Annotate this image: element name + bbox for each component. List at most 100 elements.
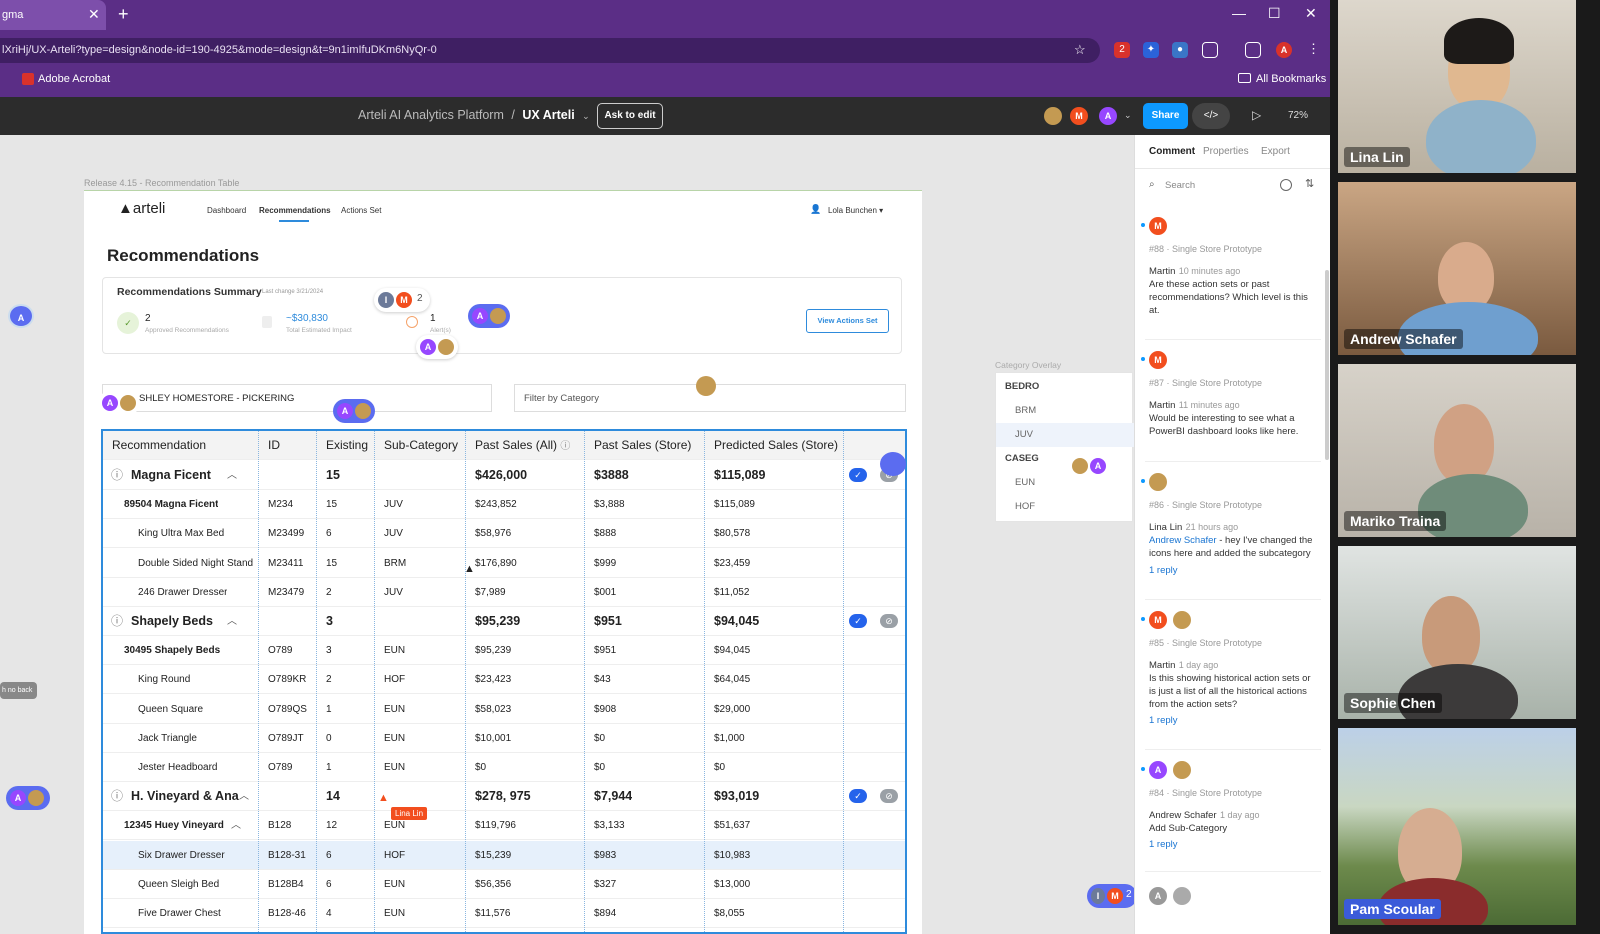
close-tab-icon[interactable]: ✕ [88,6,100,22]
chevron-up-icon[interactable]: ︿ [239,791,249,803]
extension-puzzle-icon[interactable]: ✦ [1143,42,1159,58]
header-past-sales-all[interactable]: Past Sales (All) ⓘ [475,438,571,452]
approve-toggle-icon[interactable]: ✓ [849,614,867,628]
all-bookmarks[interactable]: All Bookmarks [1256,73,1327,85]
comment-mention[interactable]: Andrew Schafer [1149,535,1217,546]
table-row[interactable]: 246 Drawer Dresser M23479 2 JUV $7,989 $001 $1… [103,578,905,607]
present-play-icon[interactable]: ▷ [1252,108,1262,122]
dev-mode-toggle[interactable]: </> [1192,103,1230,129]
video-tile-4[interactable]: Sophie Chen [1338,546,1576,719]
table-row[interactable]: Jack Triangle O789JT 0 EUN $10,001 $0 $1,000 [103,724,905,753]
header-sub-category[interactable]: Sub-Category [384,438,459,452]
info-icon[interactable]: ⓘ [111,468,124,482]
nav-recommendations[interactable]: Recommendations [259,206,331,215]
new-tab-icon[interactable]: + [118,4,129,24]
reply-link[interactable]: 1 reply [1149,715,1178,726]
approve-toggle-icon[interactable]: ✓ [849,468,867,482]
table-row[interactable]: Five Drawer Chest B128-46 4 EUN $11,576 $894 $… [103,899,905,928]
comment-text: Are these action sets or past recommenda… [1149,279,1308,316]
minimize-icon[interactable]: — [1232,5,1246,21]
collaborator-avatar-m[interactable]: M [1070,107,1088,125]
address-bar[interactable]: lXriHj/UX-Arteli?type=design&node-id=190… [0,38,1100,63]
browser-tab[interactable]: gma [0,0,106,30]
close-window-icon[interactable]: ✕ [1305,5,1317,21]
extensions-icon[interactable] [1202,42,1218,58]
overlay-item[interactable]: CASEG [1005,453,1039,464]
header-predicted-sales[interactable]: Predicted Sales (Store) [714,438,839,452]
info-icon[interactable]: ⓘ [111,789,124,804]
group-row[interactable]: H. Vineyard & Ana 14 $278, 975 $7,944 $93,01… [103,782,905,812]
table-row[interactable]: 89504 Magna Ficent M234 15 JUV $243,852 $3,88… [103,490,905,520]
reply-link[interactable]: 1 reply [1149,565,1178,576]
table-row[interactable]: 30495 Shapely Beds O789 3 EUN $95,239 $951 $94… [103,636,905,666]
bookmark-acrobat[interactable]: Adobe Acrobat [38,73,111,85]
reject-toggle-icon[interactable]: ⊘ [880,614,898,628]
header-existing[interactable]: Existing [326,438,369,452]
ask-to-edit-button[interactable]: Ask to edit [597,103,663,129]
collaborator-avatar-a[interactable]: A [1099,107,1117,125]
maximize-icon[interactable]: ☐ [1268,5,1281,21]
file-breadcrumb[interactable]: Arteli AI Analytics Platform / UX Arteli… [358,108,590,122]
table-row[interactable]: Queen Square O789QS 1 EUN $58,023 $908 $29,000 [103,695,905,724]
header-past-sales-store[interactable]: Past Sales (Store) [594,438,692,452]
chevron-up-icon[interactable]: ︿ [231,820,241,832]
tab-comment[interactable]: Comment [1149,146,1196,157]
project-name[interactable]: Arteli AI Analytics Platform [358,108,504,122]
nav-actions-set[interactable]: Actions Set [341,206,382,215]
overlay-label[interactable]: Category Overlay [995,360,1062,370]
table-row[interactable]: Double Sided Night Stand M23411 15 BRM $176,… [103,549,905,578]
recommendation-table[interactable]: Recommendation ID Existing Sub-Category … [101,429,907,934]
table-row[interactable]: King Ultra Max Bed M23499 6 JUV $58,976 $888 $… [103,519,905,549]
file-name[interactable]: UX Arteli [522,108,575,122]
chevron-down-icon[interactable]: ⌄ [582,111,590,121]
filter-icon[interactable] [1280,179,1292,191]
group-row[interactable]: Shapely Beds 3 $95,239 $951 $94,045 ⓘ ︿ ✓ ⊘ [103,607,905,636]
store-filter[interactable]: SHLEY HOMESTORE - PICKERING [102,384,492,412]
overlay-item[interactable]: HOF [1015,501,1036,512]
chevron-down-icon[interactable]: ⌄ [1124,110,1132,120]
view-actions-set-button[interactable]: View Actions Set [806,309,889,333]
profile-avatar[interactable]: A [1276,42,1292,58]
overlay-item[interactable]: BEDRO [1005,381,1040,392]
sidepanel-icon[interactable] [1245,42,1261,58]
table-row[interactable]: King Round O789KR 2 HOF $23,423 $43 $64,045 [103,665,905,695]
video-tile-1[interactable]: Lina Lin [1338,0,1576,173]
user-menu[interactable]: Lola Bunchen ▾ [828,206,884,215]
comment-search-input[interactable]: Search [1165,180,1196,191]
cell-sub: HOF [384,849,406,861]
reply-link[interactable]: 1 reply [1149,839,1178,850]
chevron-up-icon[interactable]: ︿ [227,616,237,627]
table-row[interactable]: Six Drawer Dresser B128-31 6 HOF $15,239 $983… [103,840,905,870]
chevron-up-icon[interactable]: ︿ [227,470,237,481]
nav-dashboard[interactable]: Dashboard [207,206,247,215]
frame-label[interactable]: Release 4.15 - Recommendation Table [84,178,240,188]
info-icon[interactable]: ⓘ [111,614,124,628]
extension-icon[interactable]: 2 [1114,42,1130,58]
more-menu-icon[interactable]: ⋮ [1307,41,1320,56]
table-row[interactable]: Jester Headboard O789 1 EUN $0 $0 $0 [103,753,905,782]
bookmark-star-icon[interactable]: ☆ [1074,42,1086,57]
header-recommendation[interactable]: Recommendation [112,438,207,452]
overlay-item[interactable]: EUN [1015,477,1036,488]
share-button[interactable]: Share [1143,103,1188,129]
info-icon[interactable]: ⓘ [560,441,571,452]
overlay-item[interactable]: JUV [996,423,1134,447]
video-tile-5[interactable]: Pam Scoular [1338,728,1576,925]
video-tile-3[interactable]: Mariko Traina [1338,364,1576,537]
sort-icon[interactable]: ⇅ [1305,178,1315,190]
collaborator-avatar[interactable] [1044,107,1062,125]
video-tile-2[interactable]: Andrew Schafer [1338,182,1576,355]
zoom-level[interactable]: 72% [1288,110,1309,121]
drop-icon[interactable]: ● [1172,42,1188,58]
table-row[interactable]: 12345 Huey Vineyard B128 12 EUN $119,796 $3,1… [103,811,905,841]
category-overlay[interactable]: BEDRO BRM JUV CASEG EUN HOF [995,372,1134,522]
approve-toggle-icon[interactable]: ✓ [849,789,867,804]
overlay-item[interactable]: BRM [1015,405,1037,416]
reject-toggle-icon[interactable]: ⊘ [880,789,898,804]
table-row[interactable]: Queen Sleigh Bed B128B4 6 EUN $56,356 $327 $13… [103,870,905,899]
panel-scrollbar[interactable] [1325,270,1329,460]
header-id[interactable]: ID [268,438,280,452]
tab-export[interactable]: Export [1261,146,1290,157]
tab-properties[interactable]: Properties [1203,146,1249,157]
